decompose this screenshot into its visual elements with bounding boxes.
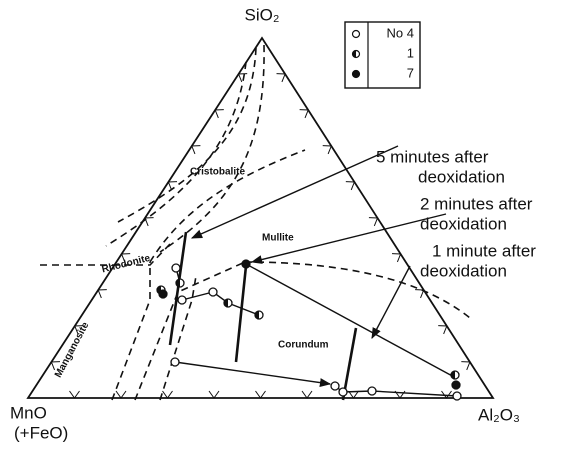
annotation: deoxidation [418,167,505,186]
region-label: Mullite [262,233,294,244]
composition-paths [168,231,458,401]
point [330,381,340,391]
legend-label: No 4 [387,25,414,40]
annotation: 5 minutes after [376,147,489,166]
edge-tick [237,73,248,83]
point [208,287,218,297]
point [177,295,187,305]
edge-tick [461,361,471,371]
legend-symbol-half [352,50,356,58]
right-label: Al₂O₃ [478,405,520,424]
edge-tick [120,253,131,263]
point-half [451,371,455,379]
edge-tick [69,390,80,399]
edge-tick [441,390,452,399]
edge-tick [391,253,402,263]
point [367,386,377,396]
edge-tick [162,390,173,399]
edge-tick [191,145,201,155]
edge-tick [255,390,266,399]
legend-label: 1 [407,45,414,60]
apex-label: SiO₂ [245,5,280,24]
point [452,391,462,401]
point [241,259,251,269]
legend-symbol [351,69,361,79]
edge-tick [301,390,313,399]
annotation: 2 minutes after [420,194,533,213]
left-label: MnO [10,403,47,422]
edge-tick [74,325,84,335]
legend-label: 7 [407,65,414,80]
point-half [224,299,228,307]
edge-tick [115,390,127,399]
edge-tick [214,109,224,119]
edge-tick [208,390,220,399]
annotation: deoxidation [420,214,507,233]
annotation: deoxidation [420,261,507,280]
left-note: (+FeO) [14,423,68,442]
edge-tick [50,361,61,371]
point [171,263,181,273]
edge-tick [167,181,178,191]
edge-ticks [50,73,471,399]
point [338,387,348,397]
arrows [190,145,447,339]
annotation: 1 minute after [432,241,536,260]
edge-tick [299,109,309,119]
region-label: Rhodonite [101,253,152,276]
point [170,357,180,367]
edge-tick [276,73,286,83]
point-half [255,311,259,319]
phase-boundaries [40,44,471,401]
edge-tick [97,289,107,299]
edge-tick [345,181,356,191]
point-half [176,279,180,287]
data-points [156,259,462,401]
point [451,380,461,390]
legend: No 4 1 7 [351,25,414,80]
region-label: Corundum [278,340,329,351]
edge-tick [144,217,154,227]
edge-tick [322,145,333,155]
point [158,289,168,299]
region-label: Cristobalite [190,167,245,178]
legend-symbol [351,29,361,39]
edge-tick [438,325,448,335]
edge-tick [348,390,359,399]
edge-tick [368,217,379,227]
